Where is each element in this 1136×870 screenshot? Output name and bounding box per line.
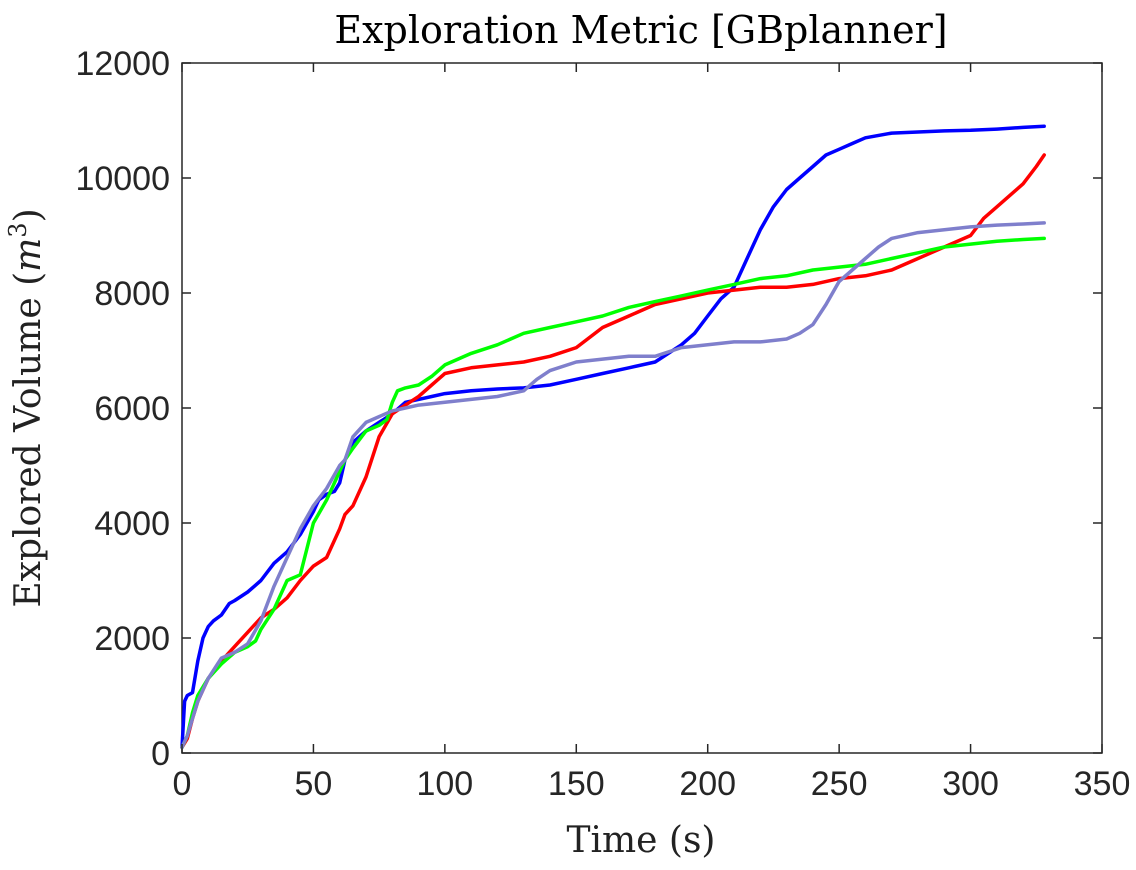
series-line-1	[180, 124, 1046, 750]
x-tick-label: 0	[173, 765, 192, 803]
x-tick-label: 300	[942, 765, 999, 803]
y-tick-label: 0	[151, 735, 170, 773]
y-axis-label-variable: m	[8, 238, 49, 272]
series-line-3	[180, 236, 1046, 750]
x-tick-label: 200	[679, 765, 736, 803]
y-axis-label: Explored Volume (m3)	[4, 208, 49, 607]
y-tick-label: 12000	[75, 45, 170, 83]
y-tick-label: 4000	[94, 505, 170, 543]
x-axis-label: Time (s)	[567, 820, 716, 861]
series-line-2	[180, 153, 1046, 750]
chart-title: Exploration Metric [GBplanner]	[334, 8, 947, 52]
axes-box	[181, 62, 1103, 754]
x-tick-label: 50	[295, 765, 333, 803]
y-tick-label: 10000	[75, 160, 170, 198]
y-axis-label-prefix: Explored Volume (	[8, 272, 49, 608]
series-line-4	[180, 221, 1046, 750]
y-axis: 0 2000 4000 6000 8000 10000 12000	[75, 45, 1102, 773]
x-tick-label: 100	[416, 765, 473, 803]
x-tick-label: 350	[1074, 765, 1131, 803]
y-tick-label: 8000	[94, 275, 170, 313]
y-tick-label: 2000	[94, 620, 170, 658]
y-axis-label-exponent: 3	[4, 222, 32, 237]
plot-area	[181, 62, 1103, 754]
x-tick-label: 250	[811, 765, 868, 803]
x-axis: 0 50 100 150 200 250 300 350	[173, 63, 1131, 803]
x-tick-label: 150	[548, 765, 605, 803]
y-axis-label-suffix: )	[8, 208, 49, 222]
y-tick-label: 6000	[94, 390, 170, 428]
series-group	[180, 124, 1046, 750]
